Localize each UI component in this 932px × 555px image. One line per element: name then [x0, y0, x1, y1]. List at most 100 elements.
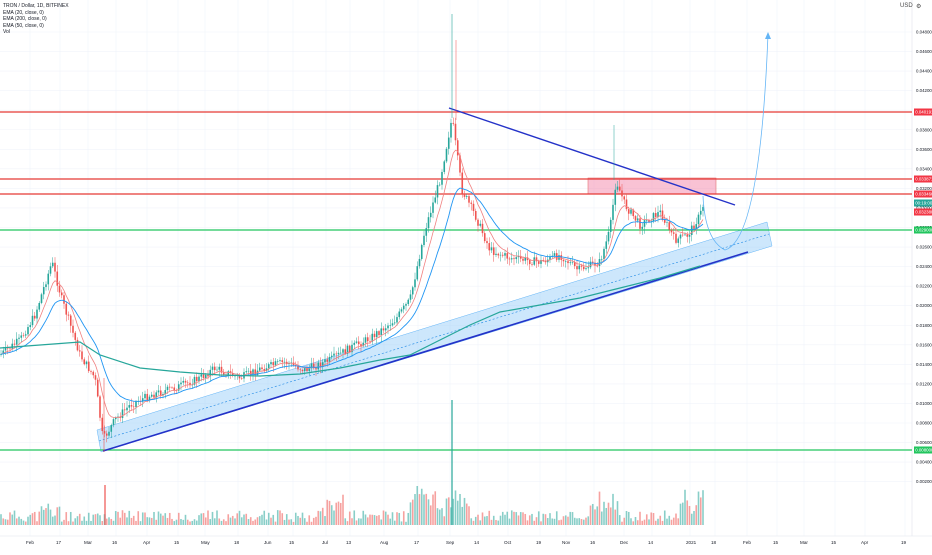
volume-bar	[621, 521, 623, 525]
volume-bar	[445, 498, 448, 525]
legend-ema50[interactable]: EMA (50, close, 0)	[3, 22, 44, 29]
candle	[65, 303, 68, 315]
volume-bar	[315, 516, 317, 525]
candle	[542, 259, 545, 261]
candle	[537, 261, 540, 264]
candle	[157, 390, 160, 393]
legend-ema200[interactable]: EMA (200, close, 0)	[3, 16, 47, 23]
candle	[47, 273, 50, 285]
volume-bar	[384, 511, 387, 525]
volume-bar	[297, 515, 299, 525]
candle	[661, 210, 664, 221]
volume-bar	[452, 498, 455, 525]
legend-vol[interactable]: Vol	[3, 29, 10, 36]
volume-bar	[463, 497, 466, 525]
candle	[425, 228, 428, 236]
candle	[389, 325, 392, 327]
candle	[227, 371, 230, 376]
volume-bar	[636, 520, 639, 525]
volume-bar	[141, 512, 144, 525]
legend-ema20[interactable]: EMA (20, close, 0)	[3, 9, 44, 16]
candle	[20, 335, 23, 338]
time-tick: 15	[831, 540, 837, 545]
candle	[238, 375, 241, 379]
volume-bar	[135, 520, 137, 525]
volume-bar	[198, 515, 200, 525]
candle	[670, 229, 673, 233]
candle	[594, 262, 596, 266]
candle	[384, 328, 387, 331]
ema20-line	[0, 149, 704, 418]
descending-trendline	[448, 107, 736, 206]
volume-bar	[400, 521, 403, 525]
volume-bar	[164, 513, 167, 525]
candle	[337, 352, 340, 355]
volume-bar	[497, 520, 500, 525]
candle	[45, 284, 47, 288]
volume-bar	[551, 518, 554, 525]
candle	[220, 366, 223, 373]
volume-bar	[693, 511, 695, 525]
candle	[486, 241, 488, 244]
time-tick: Nov	[562, 540, 571, 545]
volume-bar	[663, 510, 666, 525]
price-tag-text: 0.008000	[915, 448, 932, 453]
candle	[675, 233, 677, 243]
currency-label[interactable]: USD	[900, 3, 913, 9]
volume-bar	[582, 519, 585, 525]
candle	[249, 370, 252, 375]
candle	[434, 197, 437, 203]
volume-bar	[427, 499, 430, 525]
volume-bar	[425, 493, 428, 525]
candle	[627, 209, 630, 214]
candle	[189, 382, 191, 386]
volume-bar	[74, 518, 77, 525]
volume-bar	[454, 490, 457, 525]
time-tick: 18	[711, 540, 717, 545]
volume-bar	[402, 511, 405, 525]
candle	[423, 235, 425, 246]
volume-bar	[126, 517, 128, 525]
time-tick: 2021	[686, 540, 697, 545]
gear-icon[interactable]: ⚙	[916, 4, 922, 10]
candle	[510, 258, 513, 260]
candle	[695, 224, 698, 229]
volume-bar	[92, 514, 95, 525]
candle	[492, 247, 495, 255]
candle	[13, 343, 16, 345]
legend-symbol[interactable]: TRON / Dollar, 1D, BITFINEX	[3, 3, 69, 9]
volume-bar	[256, 517, 259, 525]
candle	[274, 361, 277, 366]
candle	[279, 360, 281, 362]
candle	[562, 259, 565, 262]
projection-path	[702, 33, 769, 251]
candle	[427, 217, 430, 229]
candle	[200, 374, 203, 377]
volume-bar	[515, 512, 518, 525]
candle	[526, 257, 529, 261]
volume-bar	[492, 515, 495, 525]
candle	[40, 294, 43, 303]
candle	[483, 233, 486, 242]
volume-bar	[699, 497, 702, 525]
candle	[657, 212, 659, 217]
volume-bar	[632, 521, 635, 525]
volume-bar	[51, 516, 54, 525]
volume-bar	[690, 513, 693, 525]
price-tag-text: 0.040191	[915, 110, 932, 115]
volume-bar	[227, 514, 230, 525]
candle	[375, 331, 378, 338]
candle	[414, 279, 416, 288]
volume-bar	[348, 511, 351, 525]
candle	[328, 356, 331, 362]
volume-bar	[573, 517, 576, 525]
price-tag-text: 0.033871	[915, 177, 932, 182]
candle	[519, 255, 522, 259]
volume-bar	[112, 520, 115, 525]
candle	[499, 254, 502, 256]
